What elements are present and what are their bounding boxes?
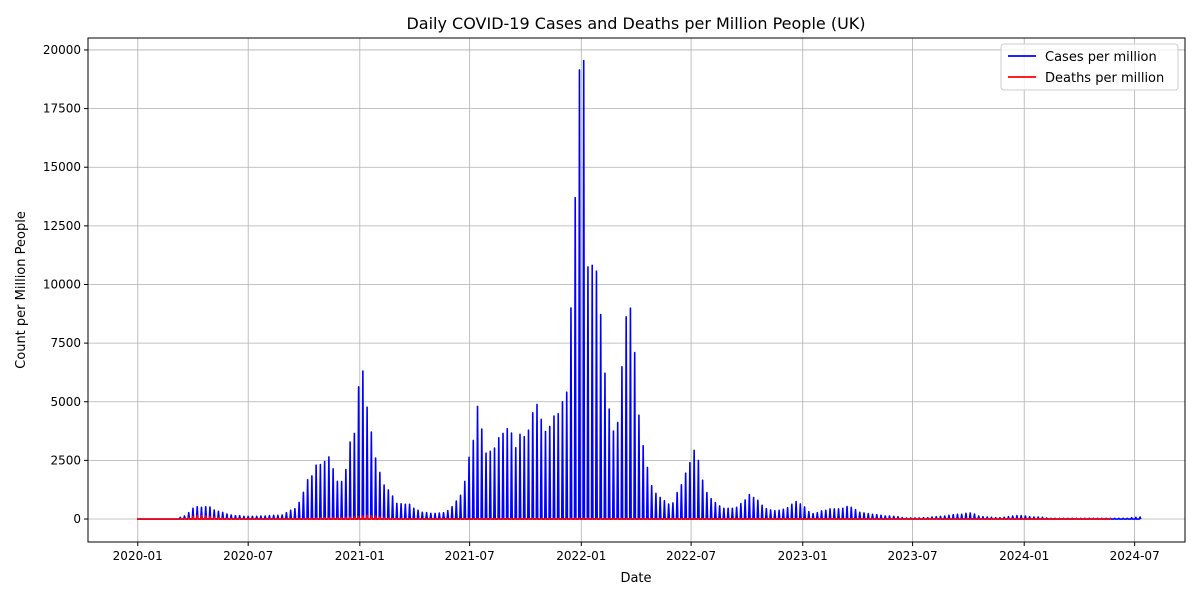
chart-title: Daily COVID-19 Cases and Deaths per Mill… [406,14,865,33]
x-tick-label: 2024-01 [999,549,1049,563]
y-tick-label: 15000 [43,160,81,174]
x-tick-label: 2022-07 [666,549,716,563]
y-tick-label: 20000 [43,43,81,57]
plot-area [136,59,1142,520]
legend-box [1000,43,1179,91]
plot-frame [87,37,1186,543]
legend-label-deaths: Deaths per million [1045,71,1164,86]
x-tick-label: 2023-07 [887,549,937,563]
x-axis-label: Date [620,571,651,586]
y-tick-label: 7500 [50,336,81,350]
x-tick-label: 2021-01 [335,549,385,563]
x-tick-label: 2020-01 [113,549,163,563]
y-tick-label: 10000 [43,277,81,291]
grid-lines [88,38,1185,542]
x-tick-label: 2024-07 [1110,549,1160,563]
y-axis: 0 2500 5000 7500 10000 12500 15000 17500 20000 [43,43,88,526]
cases-series-line [136,59,1142,520]
x-tick-label: 2023-01 [778,549,828,563]
y-axis-label: Count per Million People [14,211,29,369]
x-tick-label: 2020-07 [223,549,273,563]
y-tick-label: 17500 [43,102,81,116]
deaths-series-line [136,514,1112,520]
legend: Cases per million Deaths per million [1000,43,1179,91]
x-tick-label: 2021-07 [445,549,495,563]
legend-label-cases: Cases per million [1045,50,1157,65]
y-tick-label: 2500 [50,453,81,467]
y-tick-label: 0 [73,512,81,526]
x-axis: 2020-01 2020-07 2021-01 2021-07 2022-01 2022-… [113,542,1160,563]
y-tick-label: 12500 [43,219,81,233]
x-tick-label: 2022-01 [556,549,606,563]
y-tick-label: 5000 [50,395,81,409]
